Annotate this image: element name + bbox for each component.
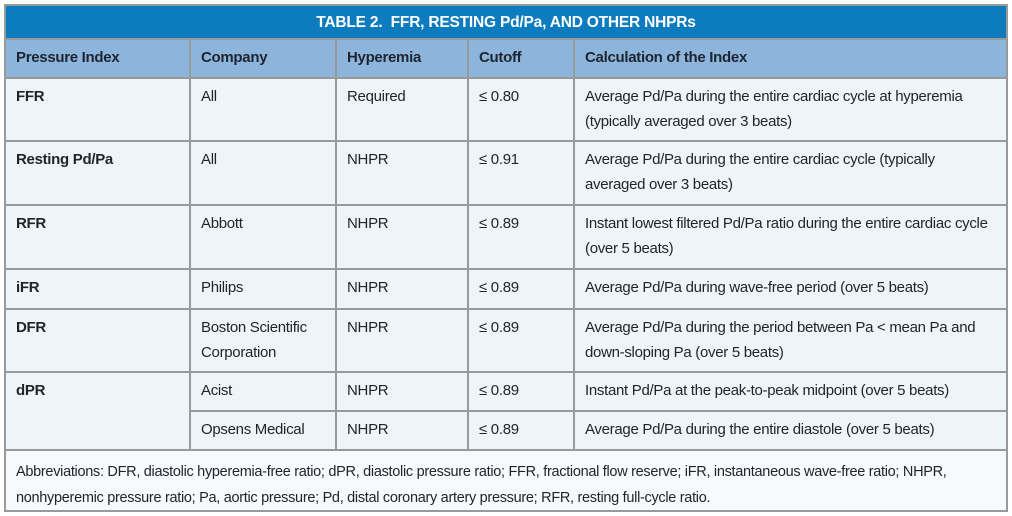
column-header-calculation: Calculation of the Index — [573, 39, 1006, 79]
cutoff-cell: ≤ 0.89 — [467, 410, 575, 450]
column-header-company: Company — [189, 39, 337, 79]
table-row-ifr: iFR Philips NHPR ≤ 0.89 Average Pd/Pa du… — [6, 267, 1006, 310]
hyperemia-cell: NHPR — [335, 267, 469, 310]
column-header-cutoff: Cutoff — [467, 39, 575, 79]
calculation-cell: Average Pd/Pa during the entire diastole… — [573, 410, 1006, 450]
header-row: Pressure Index Company Hyperemia Cutoff … — [6, 39, 1006, 79]
cutoff-cell: ≤ 0.89 — [467, 371, 575, 412]
hyperemia-cell: Required — [335, 76, 469, 143]
company-cell: All — [189, 140, 337, 206]
table-row-dpr-opsens: Opsens Medical NHPR ≤ 0.89 Average Pd/Pa… — [6, 410, 1006, 450]
company-cell: Abbott — [189, 203, 337, 270]
company-cell: Acist — [189, 371, 337, 412]
pressure-index-cell: DFR — [6, 307, 191, 374]
cutoff-cell: ≤ 0.89 — [467, 203, 575, 270]
abbreviations-footnote: Abbreviations: DFR, diastolic hyperemia-… — [6, 448, 1006, 510]
pressure-index-cell: Resting Pd/Pa — [6, 140, 191, 206]
table-container: TABLE 2. FFR, RESTING Pd/Pa, AND OTHER N… — [4, 4, 1008, 512]
pressure-index-cell: FFR — [6, 76, 191, 143]
pressure-index-cell: dPR — [6, 371, 191, 450]
table-row-resting-pdpa: Resting Pd/Pa All NHPR ≤ 0.91 Average Pd… — [6, 140, 1006, 206]
table-row-dfr: DFR Boston Scientific Corporation NHPR ≤… — [6, 307, 1006, 374]
hyperemia-cell: NHPR — [335, 140, 469, 206]
company-cell: Opsens Medical — [189, 410, 337, 450]
hyperemia-cell: NHPR — [335, 203, 469, 270]
hyperemia-cell: NHPR — [335, 371, 469, 412]
pressure-index-cell: iFR — [6, 267, 191, 310]
cutoff-cell: ≤ 0.89 — [467, 267, 575, 310]
cutoff-cell: ≤ 0.91 — [467, 140, 575, 206]
hyperemia-cell: NHPR — [335, 410, 469, 450]
calculation-cell: Instant lowest filtered Pd/Pa ratio duri… — [573, 203, 1006, 270]
company-cell: All — [189, 76, 337, 143]
table-row-dpr-acist: dPR Acist NHPR ≤ 0.89 Instant Pd/Pa at t… — [6, 371, 1006, 450]
pressure-index-cell: RFR — [6, 203, 191, 270]
hyperemia-cell: NHPR — [335, 307, 469, 374]
table-title: TABLE 2. FFR, RESTING Pd/Pa, AND OTHER N… — [6, 6, 1006, 40]
footnote-line: Abbreviations: DFR, diastolic hyperemia-… — [16, 463, 947, 480]
calculation-cell: Average Pd/Pa during the period between … — [573, 307, 1006, 374]
table-row-ffr: FFR All Required ≤ 0.80 Average Pd/Pa du… — [6, 76, 1006, 143]
cutoff-cell: ≤ 0.89 — [467, 307, 575, 374]
company-cell: Boston Scientific Corporation — [189, 307, 337, 374]
table-row-rfr: RFR Abbott NHPR ≤ 0.89 Instant lowest fi… — [6, 203, 1006, 270]
calculation-cell: Instant Pd/Pa at the peak-to-peak midpoi… — [573, 371, 1006, 412]
column-header-hyperemia: Hyperemia — [335, 39, 469, 79]
cutoff-cell: ≤ 0.80 — [467, 76, 575, 143]
pressure-index-table: Pressure Index Company Hyperemia Cutoff … — [6, 39, 1006, 450]
calculation-cell: Average Pd/Pa during wave-free period (o… — [573, 267, 1006, 310]
footnote-line: nonhyperemic pressure ratio; Pa, aortic … — [16, 489, 711, 506]
calculation-cell: Average Pd/Pa during the entire cardiac … — [573, 140, 1006, 206]
column-header-pressure-index: Pressure Index — [6, 39, 191, 79]
company-cell: Philips — [189, 267, 337, 310]
calculation-cell: Average Pd/Pa during the entire cardiac … — [573, 76, 1006, 143]
